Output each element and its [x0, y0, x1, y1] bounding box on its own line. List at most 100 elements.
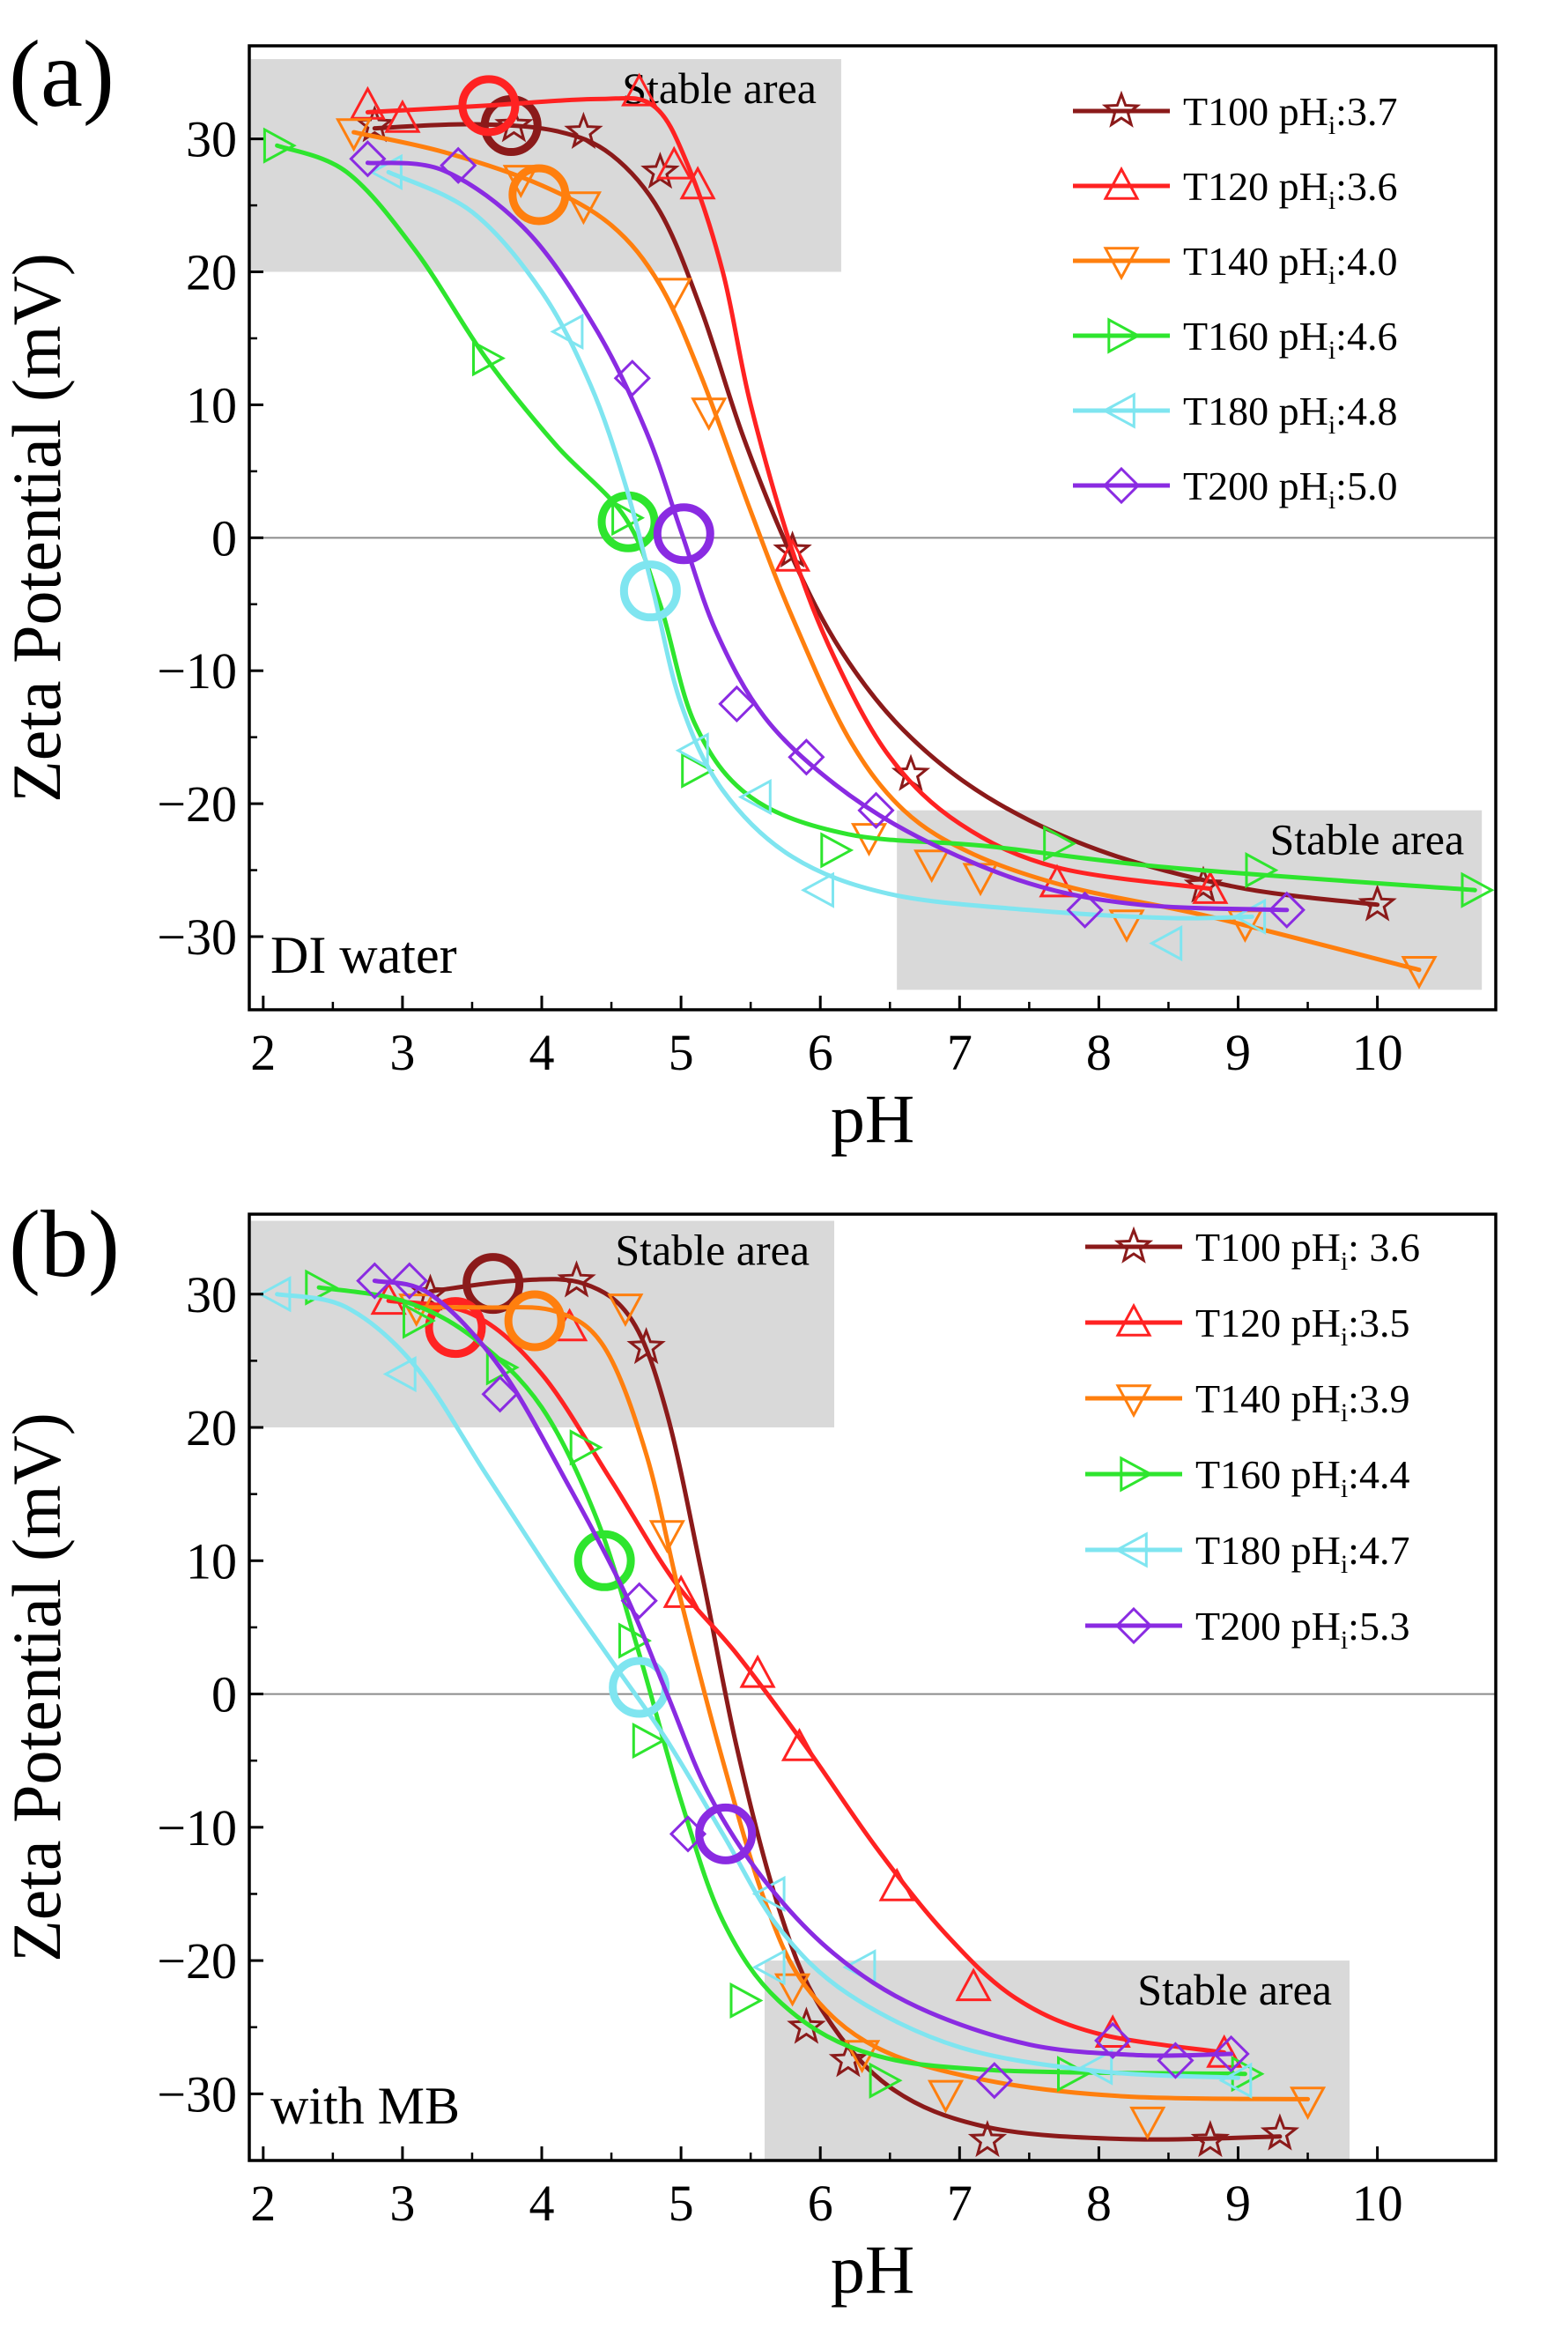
y-tick-label: −30 — [157, 908, 237, 966]
legend-tail: :5.0 — [1335, 463, 1397, 508]
y-axis-title: Zeta Potential (mV) — [0, 1412, 75, 1962]
ticks: 2 3 4 5 6 7 8 9 10 −30 −20 −10 0 10 20 30 — [157, 111, 1402, 1081]
data-point — [564, 111, 603, 149]
data-point — [927, 2079, 965, 2114]
data-point — [472, 340, 506, 377]
legend-item-t200: T200 pHi:5.3 — [1085, 1604, 1409, 1655]
legend-label: T200 pHi:5.0 — [1183, 463, 1397, 515]
data-point — [648, 1520, 685, 1554]
panel-b: Stable area Stable area 2 3 4 5 6 7 8 9 10 −30 −20 −1… — [0, 1192, 1498, 2308]
legend-label: T100 pHi:3.7 — [1183, 89, 1397, 140]
legend-main: T180 pH — [1183, 389, 1328, 434]
data-point — [1268, 891, 1305, 929]
legend-marker — [1101, 392, 1135, 429]
pHi-circle — [619, 560, 681, 622]
data-point — [1289, 2086, 1327, 2121]
data-point — [485, 1349, 520, 1386]
data-point — [1192, 871, 1229, 904]
series-curve — [365, 95, 1213, 892]
x-tick-label: 4 — [529, 2175, 555, 2232]
legend-main: T160 pH — [1183, 314, 1328, 359]
legend-tail: :3.7 — [1335, 89, 1397, 134]
y-tick-label: 20 — [186, 244, 237, 301]
legend-main: T140 pH — [1195, 1376, 1341, 1421]
data-point — [384, 99, 421, 133]
legend-label: T180 pHi:4.8 — [1183, 389, 1397, 440]
legend-main: T120 pH — [1195, 1301, 1341, 1345]
data-point — [655, 278, 692, 312]
x-tick-label: 5 — [669, 2175, 694, 2232]
pHi-circle — [458, 75, 520, 137]
data-point — [1108, 909, 1145, 944]
legend-marker — [1113, 1226, 1154, 1264]
x-tick-label: 8 — [1086, 2175, 1112, 2232]
data-point — [718, 685, 756, 723]
data-point — [403, 1302, 436, 1339]
x-tick-label: 4 — [529, 1024, 555, 1081]
ticks: 2 3 4 5 6 7 8 9 10 −30 −20 −10 0 10 20 30 — [157, 1266, 1402, 2232]
legend-marker — [1113, 1531, 1148, 1568]
legend-sub: i — [1341, 1626, 1348, 1655]
legend-sub: i — [1328, 186, 1335, 215]
x-tick-label: 3 — [389, 1024, 415, 1081]
data-point — [335, 118, 373, 152]
legend-tail: :4.4 — [1348, 1452, 1409, 1497]
legend-item-t180: T180 pHi:4.7 — [1085, 1528, 1409, 1579]
legend-sub: i — [1341, 1247, 1348, 1276]
panel-label: (b) — [9, 1192, 120, 1297]
plot-frame — [248, 44, 1498, 1012]
data-point — [382, 1355, 417, 1393]
data-point — [263, 127, 297, 164]
legend-marker — [1101, 90, 1142, 128]
series-t120 — [349, 72, 1229, 904]
legend-main: T100 pH — [1183, 89, 1328, 134]
stable-area-label: Stable area — [1269, 815, 1464, 864]
panel-label: (a) — [9, 22, 115, 127]
data-point — [773, 537, 811, 572]
x-tick-label: 2 — [250, 2175, 276, 2232]
data-point — [828, 2040, 868, 2078]
data-point — [356, 1262, 394, 1300]
data-point — [611, 500, 646, 537]
data-point — [857, 791, 895, 829]
data-point — [390, 1262, 428, 1300]
y-tick-label: 20 — [186, 1399, 237, 1456]
data-point — [780, 1727, 818, 1761]
data-point — [878, 1867, 915, 1901]
data-point — [1357, 884, 1397, 922]
series-curve — [372, 1278, 1234, 2058]
legend-item-t140: T140 pHi:3.9 — [1085, 1376, 1409, 1427]
data-point — [632, 1722, 666, 1760]
legend-sub: i — [1328, 411, 1335, 440]
y-tick-label: 0 — [211, 1666, 237, 1723]
legend-marker — [1120, 1456, 1154, 1493]
legend-tail: :3.6 — [1335, 164, 1397, 209]
series-t200 — [356, 1262, 1250, 2100]
legend-item-t160: T160 pHi:4.4 — [1085, 1452, 1409, 1503]
pHi-circle — [695, 1803, 757, 1864]
data-point — [729, 1982, 764, 2020]
data-point — [618, 1622, 652, 1659]
data-point — [967, 2120, 1008, 2158]
legend-tail: :4.6 — [1335, 314, 1397, 359]
data-point — [557, 1260, 596, 1298]
legend-sub: i — [1341, 1474, 1348, 1503]
data-point — [787, 2006, 826, 2044]
y-tick-label: 0 — [211, 509, 237, 567]
legend-main: T180 pH — [1195, 1528, 1341, 1573]
legend-marker — [1102, 466, 1141, 505]
data-point — [607, 1293, 644, 1328]
legend-item-t100: T100 pHi:3.7 — [1073, 89, 1397, 140]
data-point — [626, 1327, 666, 1365]
data-point — [1260, 2113, 1300, 2151]
legend-tail: :3.9 — [1348, 1376, 1409, 1421]
series-curve — [275, 1292, 1240, 2080]
legend-sub: i — [1328, 261, 1335, 290]
data-point — [1461, 871, 1495, 908]
legend-item-t120: T120 pHi:3.5 — [1085, 1301, 1409, 1352]
y-tick-label: −10 — [157, 642, 237, 700]
data-point — [569, 1429, 603, 1466]
data-point — [913, 849, 950, 884]
